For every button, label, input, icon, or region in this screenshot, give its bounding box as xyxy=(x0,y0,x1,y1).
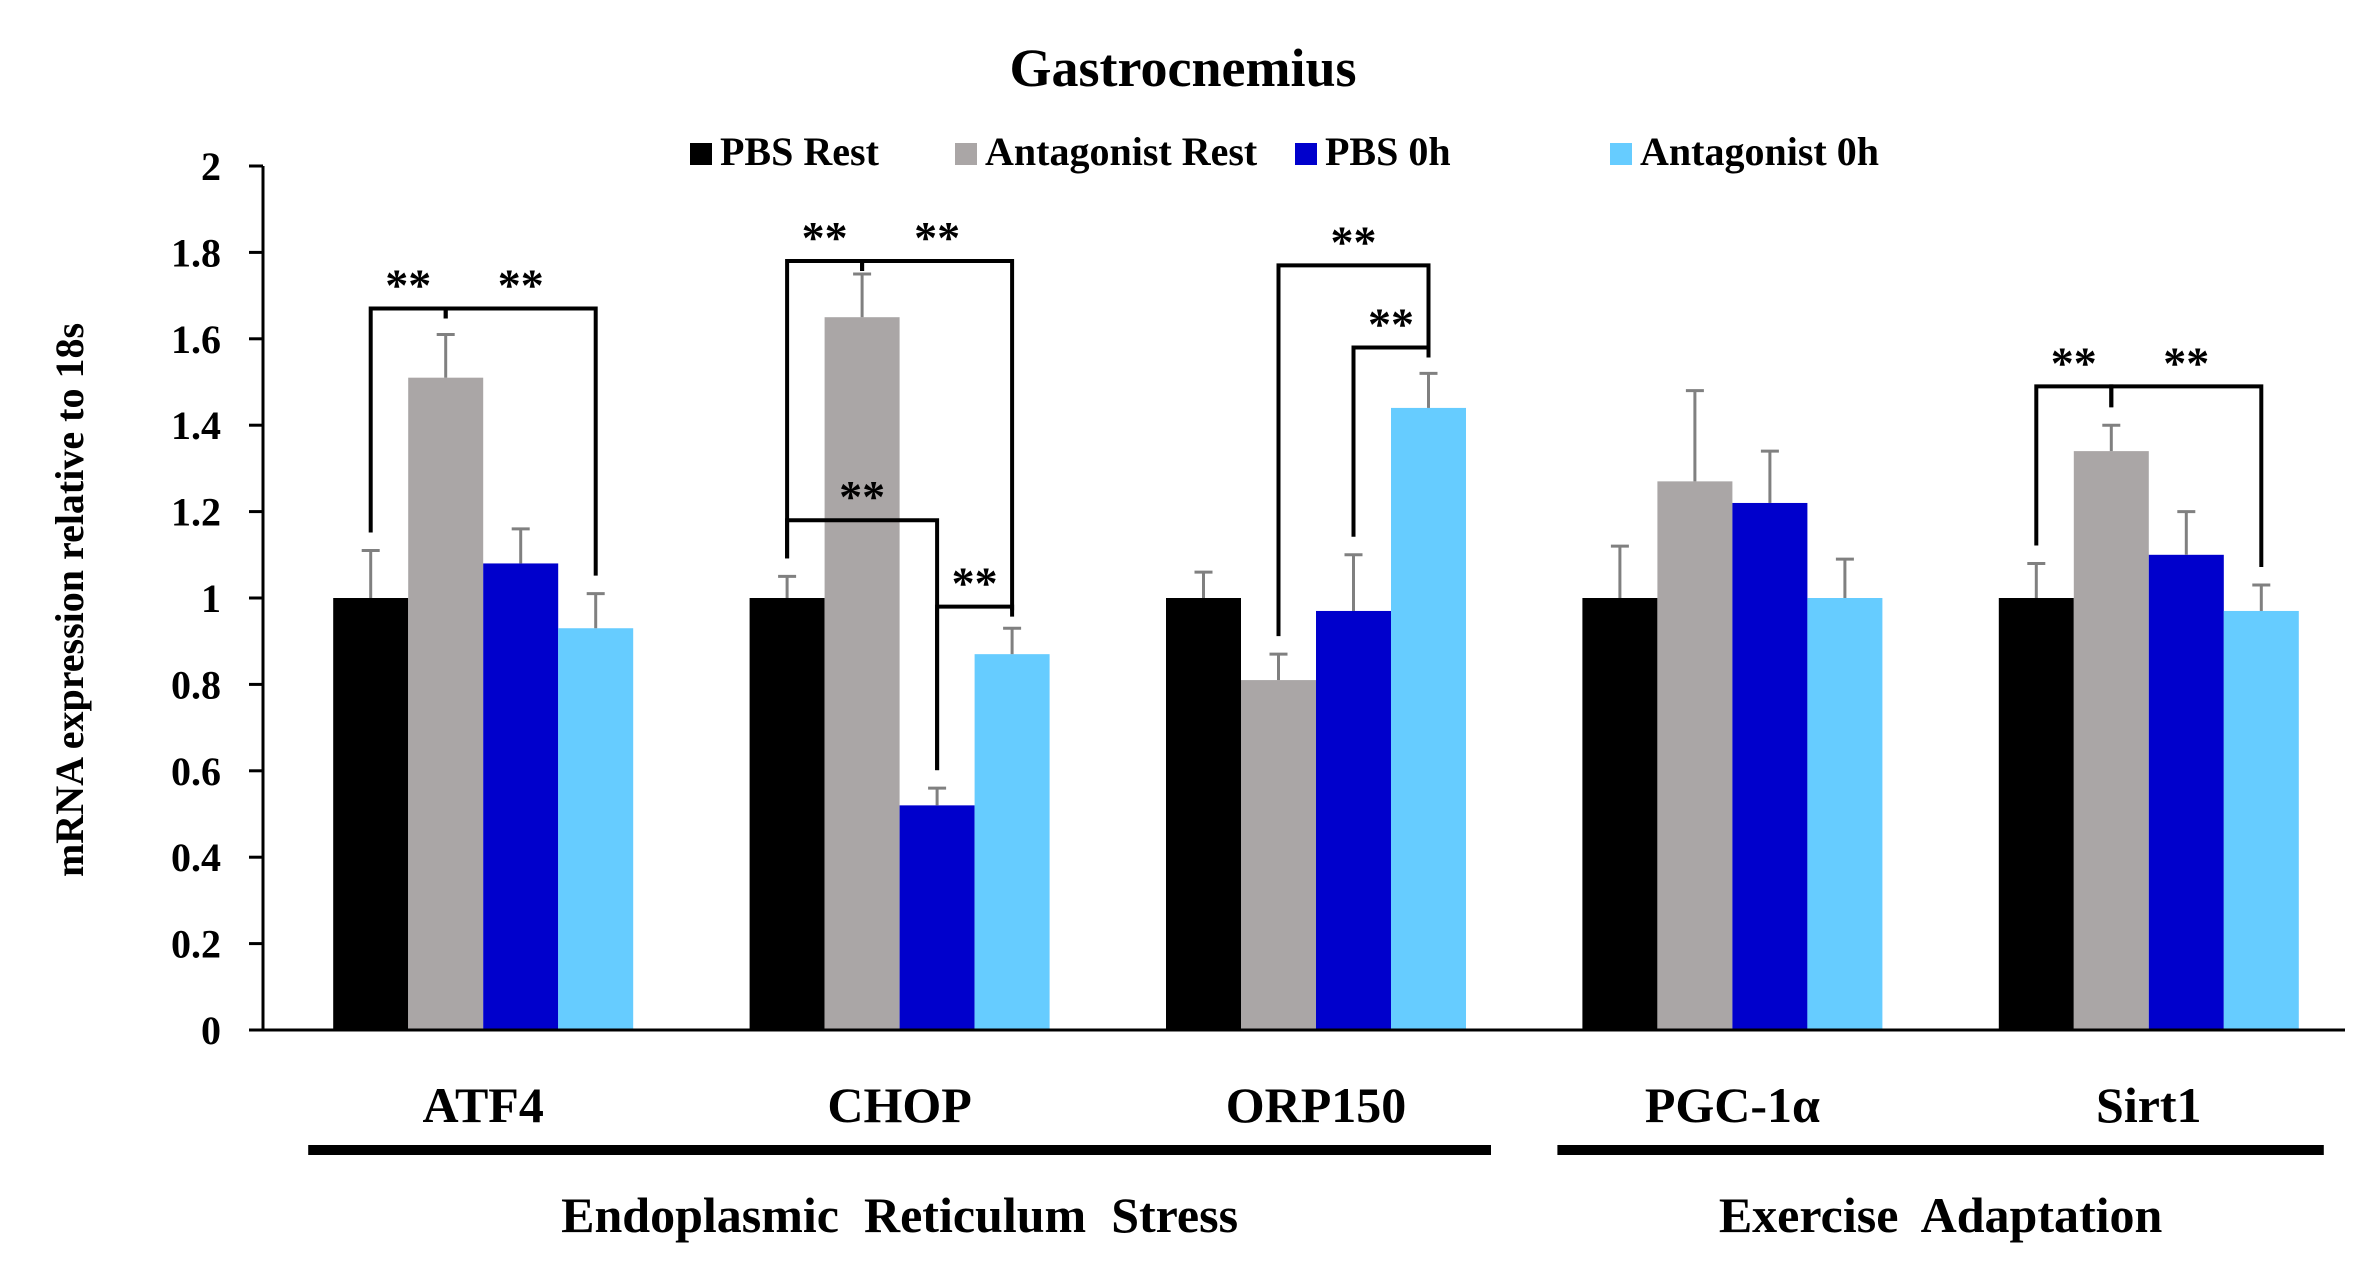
category-groups: Endoplasmic Reticulum Stress Exercise Ada… xyxy=(308,1145,2324,1243)
bar xyxy=(1316,610,1391,1030)
significance-label: ** xyxy=(385,260,431,311)
significance-bracket xyxy=(935,604,1015,771)
x-tick-label: ORP150 xyxy=(1226,1077,1407,1133)
bar xyxy=(408,377,484,1030)
x-tick-label: Sirt1 xyxy=(2096,1077,2202,1133)
y-tick-label: 1.2 xyxy=(171,490,221,535)
y-tick-label: 0 xyxy=(201,1008,221,1053)
legend: PBS Rest Antagonist Rest PBS 0h Antagonist … xyxy=(690,129,1879,174)
bar xyxy=(1166,598,1241,1030)
significance-label: ** xyxy=(952,558,998,609)
legend-label: Antagonist Rest xyxy=(985,129,1258,174)
error-bars xyxy=(361,272,2271,806)
bar xyxy=(749,598,825,1030)
x-tick-label: CHOP xyxy=(827,1077,971,1133)
bar xyxy=(1241,680,1316,1030)
legend-label: PBS 0h xyxy=(1325,129,1451,174)
y-tick-label: 1.8 xyxy=(171,230,221,275)
x-tick-label: ATF4 xyxy=(423,1077,544,1133)
legend-swatch xyxy=(1295,143,1317,165)
chart-title: Gastrocnemius xyxy=(1010,38,1357,98)
bar xyxy=(899,805,975,1030)
significance-label: ** xyxy=(914,212,960,263)
bar xyxy=(974,654,1050,1030)
bar xyxy=(1391,407,1466,1030)
bar xyxy=(1657,481,1733,1030)
bar xyxy=(1807,598,1883,1030)
significance-bracket xyxy=(1276,263,1431,637)
significance-label: ** xyxy=(839,471,885,522)
y-axis: 0 0.2 0.4 0.6 0.8 1 1.2 1.4 1.6 1.8 2 xyxy=(171,144,265,1053)
bar xyxy=(1582,598,1658,1030)
significance-brackets: ** ** ** ** ** ** ** ** ** ** xyxy=(368,212,2264,771)
y-tick-label: 1.6 xyxy=(171,317,221,362)
bar xyxy=(2073,451,2149,1030)
significance-bracket xyxy=(443,306,598,576)
y-tick-label: 0.2 xyxy=(171,922,221,967)
significance-label: ** xyxy=(1368,298,1414,349)
legend-swatch xyxy=(955,143,977,165)
legend-label: PBS Rest xyxy=(720,129,880,174)
significance-label: ** xyxy=(1331,216,1377,267)
bar xyxy=(1732,502,1808,1031)
bar xyxy=(483,563,559,1030)
bar xyxy=(2223,610,2299,1030)
y-tick-label: 0.6 xyxy=(171,749,221,794)
bars xyxy=(333,317,2299,1031)
y-tick-label: 1 xyxy=(201,576,221,621)
legend-swatch xyxy=(690,143,712,165)
significance-bracket xyxy=(1351,345,1431,537)
x-axis: ATF4 CHOP ORP150 PGC-1α Sirt1 xyxy=(263,1028,2345,1133)
bar xyxy=(2148,554,2224,1030)
significance-bracket xyxy=(2109,384,2264,568)
x-tick-label: PGC-1α xyxy=(1645,1077,1820,1133)
group-label: Exercise Adaptation xyxy=(1719,1187,2163,1243)
significance-label: ** xyxy=(2051,337,2097,388)
legend-label: Antagonist 0h xyxy=(1640,129,1879,174)
bar xyxy=(333,598,409,1030)
significance-label: ** xyxy=(498,260,544,311)
significance-label: ** xyxy=(802,212,848,263)
legend-swatch xyxy=(1610,143,1632,165)
significance-label: ** xyxy=(2163,337,2209,388)
significance-bracket xyxy=(860,259,1015,611)
bar xyxy=(824,317,900,1030)
y-tick-label: 1.4 xyxy=(171,403,221,448)
y-tick-label: 0.4 xyxy=(171,835,221,880)
bar xyxy=(1998,598,2074,1030)
bar xyxy=(558,628,634,1030)
y-tick-label: 0.8 xyxy=(171,662,221,707)
y-axis-label: mRNA expression relative to 18s xyxy=(47,323,92,877)
y-tick-label: 2 xyxy=(201,144,221,189)
group-label: Endoplasmic Reticulum Stress xyxy=(561,1187,1238,1243)
